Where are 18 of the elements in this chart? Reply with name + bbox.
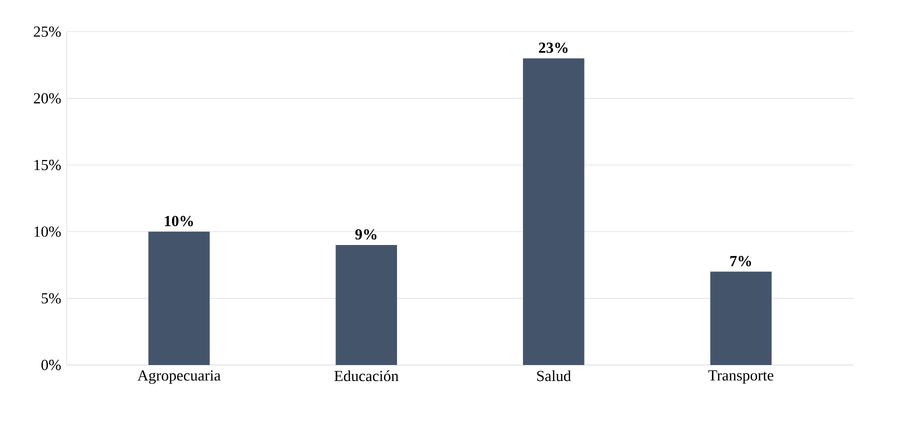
x-tick-label: Transporte bbox=[708, 370, 774, 384]
data-label: 9% bbox=[355, 229, 376, 240]
data-label: 10% bbox=[164, 216, 193, 226]
x-tick-label: Agropecuaria bbox=[137, 370, 221, 384]
y-tick-label: 5% bbox=[42, 293, 61, 304]
y-tick-label: 10% bbox=[34, 226, 61, 237]
x-tick-label: Educación bbox=[334, 370, 398, 382]
data-label: 7% bbox=[730, 256, 751, 266]
bar bbox=[522, 58, 584, 365]
bar bbox=[710, 272, 772, 365]
y-tick-label: 25% bbox=[34, 26, 61, 37]
x-tick-label: Salud bbox=[537, 370, 571, 382]
y-tick-label: 15% bbox=[34, 160, 61, 170]
y-tick-label: 0% bbox=[41, 360, 61, 370]
bar bbox=[336, 244, 398, 365]
y-tick-label: 20% bbox=[34, 93, 61, 104]
bar bbox=[148, 232, 210, 365]
data-label: 23% bbox=[538, 42, 568, 53]
